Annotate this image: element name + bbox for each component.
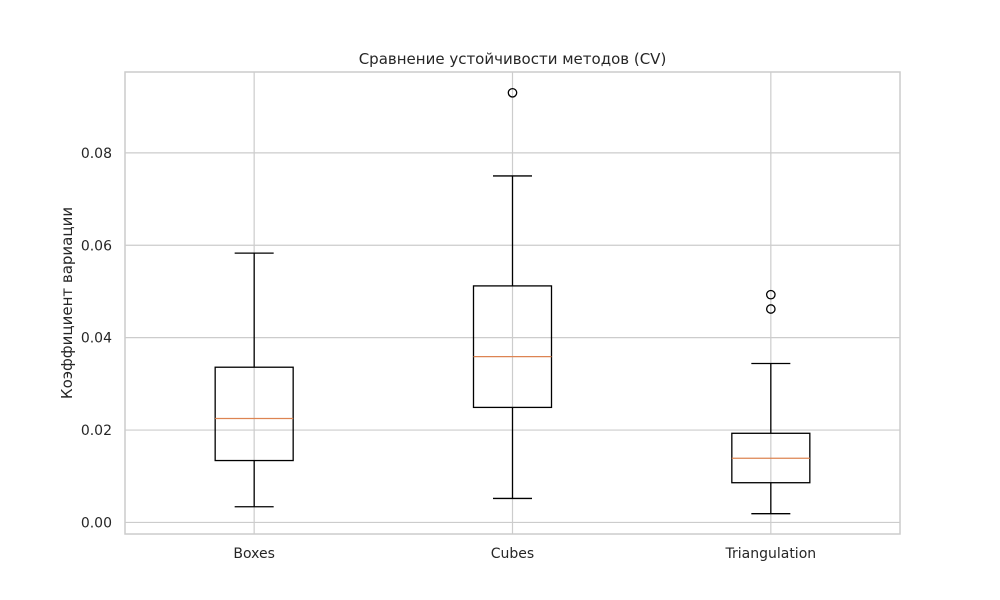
y-tick-label: 0.00 — [81, 515, 112, 531]
outlier-point — [765, 289, 776, 300]
box-group — [472, 87, 553, 500]
boxes-layer — [214, 87, 811, 515]
outlier-point — [507, 87, 518, 98]
box-iqr — [214, 366, 294, 462]
y-axis-label: Коэффициент вариации — [58, 207, 76, 399]
y-tick-label: 0.06 — [81, 238, 112, 254]
y-tick-label: 0.02 — [81, 423, 112, 439]
plot-frame — [124, 71, 901, 535]
y-tick-label: 0.04 — [81, 331, 112, 347]
chart-title: Сравнение устойчивости методов (CV) — [359, 50, 667, 68]
x-tick-label: Triangulation — [725, 546, 817, 562]
x-axis-ticks: Boxes Cubes Triangulation — [233, 546, 816, 562]
box-iqr — [472, 285, 553, 409]
y-axis-ticks: 0.00 0.02 0.04 0.06 0.08 — [81, 146, 112, 532]
y-tick-label: 0.08 — [81, 146, 112, 162]
box-group — [731, 289, 811, 515]
x-tick-label: Boxes — [233, 546, 275, 562]
x-tick-label: Cubes — [491, 546, 534, 562]
box-group — [214, 252, 294, 508]
outlier-point — [765, 304, 776, 314]
